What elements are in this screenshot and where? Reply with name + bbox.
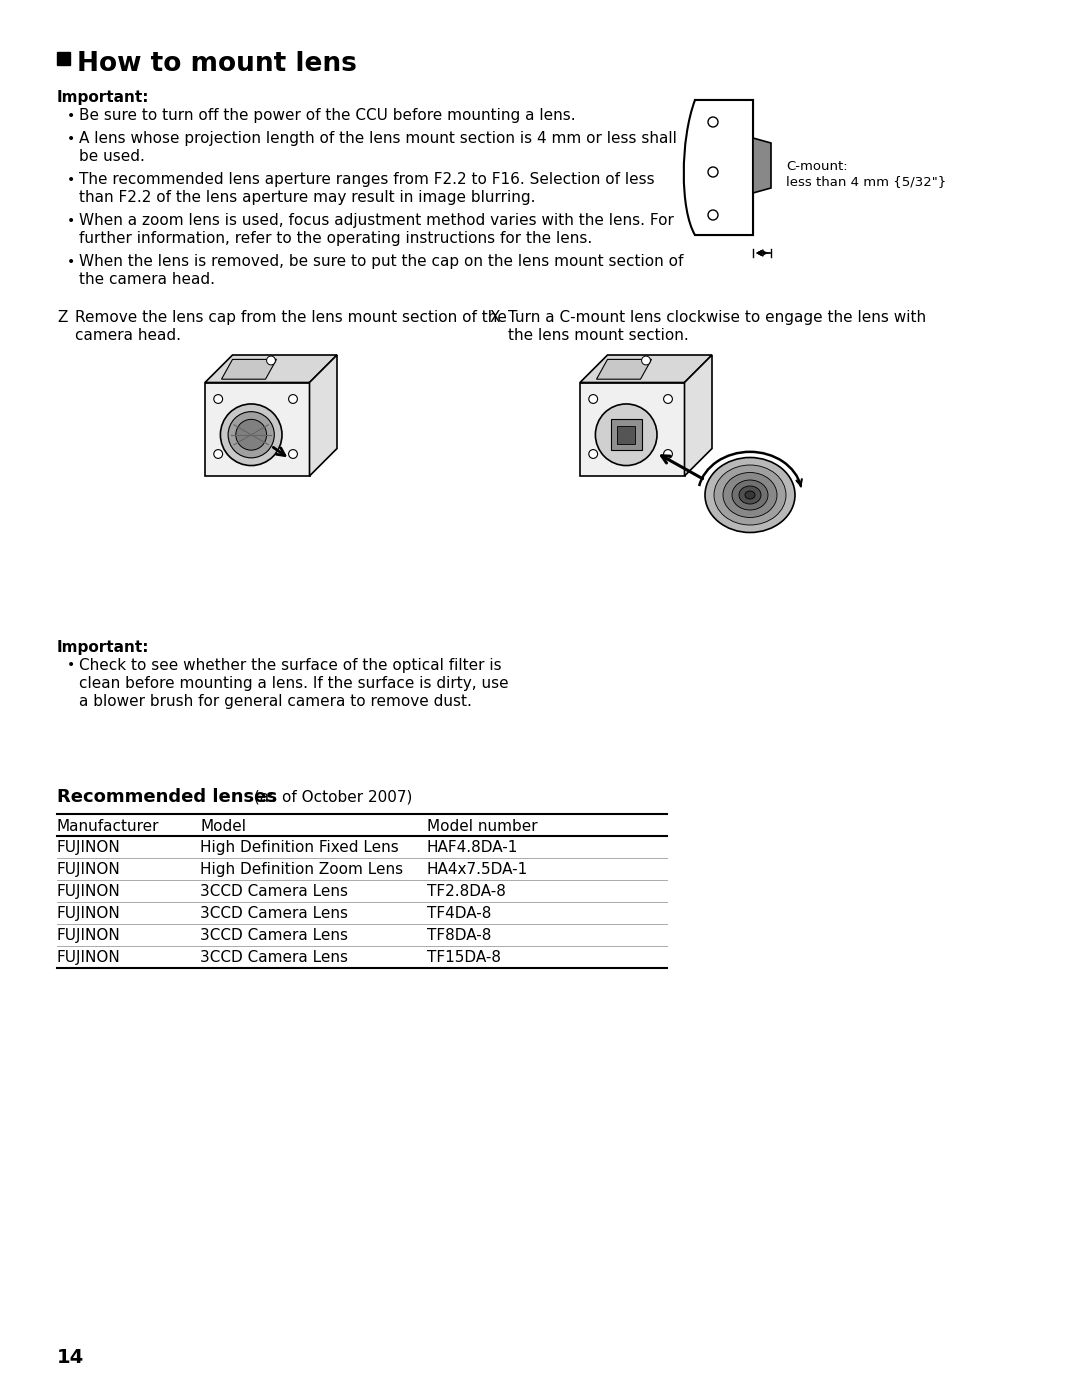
Text: •: • — [67, 658, 76, 672]
Text: Remove the lens cap from the lens mount section of the: Remove the lens cap from the lens mount … — [75, 311, 507, 325]
Ellipse shape — [739, 485, 761, 504]
Circle shape — [708, 210, 718, 220]
Circle shape — [214, 395, 222, 403]
Text: Check to see whether the surface of the optical filter is: Check to see whether the surface of the … — [79, 658, 501, 673]
Text: C-mount:: C-mount: — [786, 159, 848, 173]
Text: than F2.2 of the lens aperture may result in image blurring.: than F2.2 of the lens aperture may resul… — [79, 190, 536, 206]
Polygon shape — [696, 99, 753, 235]
Circle shape — [663, 449, 673, 459]
Text: Be sure to turn off the power of the CCU before mounting a lens.: Be sure to turn off the power of the CCU… — [79, 108, 576, 123]
Text: be used.: be used. — [79, 150, 145, 164]
Text: High Definition Fixed Lens: High Definition Fixed Lens — [200, 839, 399, 855]
Text: further information, refer to the operating instructions for the lens.: further information, refer to the operat… — [79, 231, 592, 246]
Text: Model: Model — [200, 818, 246, 834]
Text: FUJINON: FUJINON — [57, 907, 121, 921]
Polygon shape — [580, 382, 685, 476]
Text: TF15DA-8: TF15DA-8 — [427, 950, 501, 965]
Text: The recommended lens aperture ranges from F2.2 to F16. Selection of less: The recommended lens aperture ranges fro… — [79, 172, 654, 187]
Text: a blower brush for general camera to remove dust.: a blower brush for general camera to rem… — [79, 694, 472, 709]
Circle shape — [642, 357, 650, 365]
Polygon shape — [580, 355, 712, 382]
Polygon shape — [685, 355, 712, 476]
Text: HA4x7.5DA-1: HA4x7.5DA-1 — [427, 862, 528, 877]
Text: camera head.: camera head. — [75, 327, 181, 343]
Text: 14: 14 — [57, 1349, 84, 1367]
Text: FUJINON: FUJINON — [57, 862, 121, 877]
Circle shape — [288, 449, 297, 459]
Text: Important:: Important: — [57, 639, 149, 655]
Text: FUJINON: FUJINON — [57, 928, 121, 943]
Circle shape — [235, 420, 267, 450]
Circle shape — [708, 166, 718, 178]
Text: less than 4 mm {5/32"}: less than 4 mm {5/32"} — [786, 175, 946, 187]
Polygon shape — [57, 52, 70, 64]
Polygon shape — [205, 355, 337, 382]
Circle shape — [267, 357, 275, 365]
Text: Turn a C-mount lens clockwise to engage the lens with: Turn a C-mount lens clockwise to engage … — [508, 311, 927, 325]
Polygon shape — [310, 355, 337, 476]
Text: TF8DA-8: TF8DA-8 — [427, 928, 491, 943]
Text: clean before mounting a lens. If the surface is dirty, use: clean before mounting a lens. If the sur… — [79, 676, 509, 691]
Text: FUJINON: FUJINON — [57, 884, 121, 900]
Text: HAF4.8DA-1: HAF4.8DA-1 — [427, 839, 518, 855]
Circle shape — [228, 411, 274, 457]
Text: •: • — [67, 255, 76, 269]
Polygon shape — [205, 382, 310, 476]
Text: 3CCD Camera Lens: 3CCD Camera Lens — [200, 907, 348, 921]
Text: (as of October 2007): (as of October 2007) — [249, 789, 413, 804]
Ellipse shape — [732, 480, 768, 511]
Text: ®: ® — [268, 357, 276, 367]
Text: FUJINON: FUJINON — [57, 950, 121, 965]
Polygon shape — [611, 420, 642, 450]
Text: 3CCD Camera Lens: 3CCD Camera Lens — [200, 928, 348, 943]
Circle shape — [214, 449, 222, 459]
Circle shape — [595, 404, 657, 466]
Text: •: • — [67, 173, 76, 187]
Text: the lens mount section.: the lens mount section. — [508, 327, 689, 343]
Circle shape — [708, 118, 718, 127]
Text: When a zoom lens is used, focus adjustment method varies with the lens. For: When a zoom lens is used, focus adjustme… — [79, 213, 674, 228]
Circle shape — [288, 395, 297, 403]
Ellipse shape — [705, 457, 795, 533]
Text: When the lens is removed, be sure to put the cap on the lens mount section of: When the lens is removed, be sure to put… — [79, 255, 684, 269]
PathPatch shape — [684, 99, 753, 235]
Ellipse shape — [714, 464, 786, 525]
Text: Recommended lenses: Recommended lenses — [57, 788, 276, 806]
Polygon shape — [618, 425, 635, 443]
Polygon shape — [596, 360, 651, 379]
Text: 3CCD Camera Lens: 3CCD Camera Lens — [200, 950, 348, 965]
Text: Z: Z — [57, 311, 67, 325]
Text: How to mount lens: How to mount lens — [77, 50, 356, 77]
Ellipse shape — [723, 473, 777, 518]
Polygon shape — [753, 139, 771, 193]
Ellipse shape — [745, 491, 755, 499]
Text: •: • — [67, 132, 76, 145]
Text: •: • — [67, 214, 76, 228]
Text: •: • — [67, 109, 76, 123]
Text: TF2.8DA-8: TF2.8DA-8 — [427, 884, 505, 900]
Circle shape — [663, 395, 673, 403]
Polygon shape — [221, 360, 276, 379]
Text: Important:: Important: — [57, 90, 149, 105]
Text: TF4DA-8: TF4DA-8 — [427, 907, 491, 921]
Text: 3CCD Camera Lens: 3CCD Camera Lens — [200, 884, 348, 900]
Text: FUJINON: FUJINON — [57, 839, 121, 855]
Circle shape — [589, 449, 597, 459]
Circle shape — [589, 395, 597, 403]
Text: ®: ® — [643, 357, 652, 367]
Text: High Definition Zoom Lens: High Definition Zoom Lens — [200, 862, 403, 877]
Text: X: X — [490, 311, 500, 325]
Text: A lens whose projection length of the lens mount section is 4 mm or less shall: A lens whose projection length of the le… — [79, 132, 677, 145]
Text: Model number: Model number — [427, 818, 538, 834]
Text: the camera head.: the camera head. — [79, 271, 215, 287]
Text: Manufacturer: Manufacturer — [57, 818, 160, 834]
Circle shape — [220, 404, 282, 466]
